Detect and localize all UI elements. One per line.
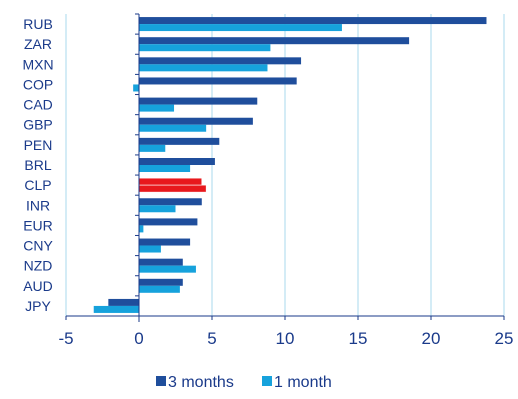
legend: 3 months 1 month: [156, 374, 332, 391]
bar-cny-3-months: [139, 238, 191, 246]
bar-cny-1-month: [139, 245, 161, 253]
category-labels: RUB ZAR MXN COP CAD GBP PEN BRL CLP INR EUR CNY NZD A…: [22, 16, 53, 314]
bar-cad-3-months: [139, 97, 258, 105]
bar-mxn-3-months: [139, 57, 302, 65]
category-label-aud: AUD: [23, 278, 53, 294]
bar-inr-1-month: [139, 205, 176, 213]
bar-aud-1-month: [139, 285, 180, 293]
category-label-clp: CLP: [24, 177, 51, 193]
legend-swatch-3-months: [156, 376, 166, 386]
bar-clp-1-month: [138, 184, 207, 193]
category-label-brl: BRL: [24, 157, 51, 173]
x-tick-label-15: 15: [349, 329, 368, 348]
x-tick-label-10: 10: [276, 329, 295, 348]
bars: [93, 17, 487, 313]
category-label-cny: CNY: [23, 238, 53, 254]
x-tick-label-25: 25: [495, 329, 514, 348]
bar-brl-3-months: [139, 158, 215, 165]
legend-swatch-1-month: [262, 376, 272, 386]
bar-pen-3-months: [139, 137, 220, 145]
bar-rub-1-month: [139, 24, 342, 32]
bar-nzd-1-month: [139, 265, 196, 273]
bar-zar-1-month: [139, 44, 271, 52]
x-tick-label--5: -5: [58, 329, 73, 348]
bar-cad-1-month: [139, 104, 175, 112]
bar-cop-3-months: [139, 77, 297, 85]
category-label-mxn: MXN: [22, 56, 53, 72]
category-label-eur: EUR: [23, 217, 53, 233]
category-label-jpy: JPY: [25, 298, 51, 314]
category-label-pen: PEN: [24, 137, 53, 153]
bar-zar-3-months: [139, 37, 410, 45]
bar-aud-3-months: [139, 278, 183, 286]
bar-inr-3-months: [139, 198, 202, 206]
x-tick-labels: -5 0 5 10 15 20 25: [58, 329, 513, 348]
bar-jpy-1-month: [93, 305, 139, 313]
legend-label-1-month: 1 month: [274, 374, 332, 391]
legend-label-3-months: 3 months: [168, 374, 234, 391]
bar-clp-3-months: [138, 177, 203, 186]
axes: [65, 13, 505, 322]
bar-mxn-1-month: [139, 64, 268, 72]
bar-rub-3-months: [139, 17, 487, 25]
category-label-inr: INR: [26, 197, 50, 213]
category-label-cop: COP: [23, 76, 53, 92]
bar-cop-1-month: [133, 84, 139, 92]
bar-pen-1-month: [139, 144, 166, 152]
bar-brl-1-month: [139, 165, 191, 172]
bar-gbp-1-month: [139, 124, 207, 132]
x-tick-label-0: 0: [134, 329, 143, 348]
category-label-gbp: GBP: [23, 117, 53, 133]
x-tick-label-20: 20: [422, 329, 441, 348]
category-label-nzd: NZD: [24, 258, 53, 274]
category-label-zar: ZAR: [24, 36, 52, 52]
category-label-cad: CAD: [23, 97, 53, 113]
category-label-rub: RUB: [23, 16, 53, 32]
bar-jpy-3-months: [108, 298, 139, 306]
bar-nzd-3-months: [139, 258, 183, 266]
x-tick-label-5: 5: [207, 329, 216, 348]
bar-eur-1-month: [139, 225, 144, 233]
bar-gbp-3-months: [139, 117, 253, 125]
bar-eur-3-months: [139, 218, 198, 226]
